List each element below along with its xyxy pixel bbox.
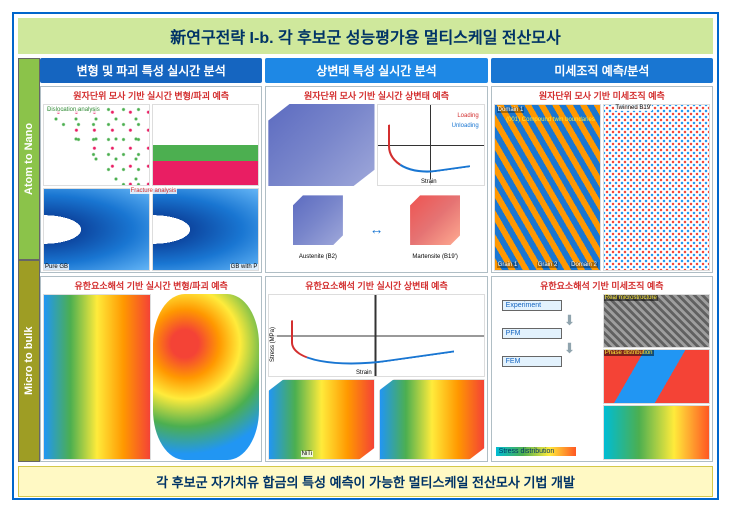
cell-atom-deform: 원자단위 모사 기반 실시간 변형/파괴 예측 Dislocation anal… <box>40 86 262 273</box>
col-head-3: 미세조직 예측/분석 <box>491 58 713 83</box>
martensite-cube <box>410 195 460 245</box>
col-head-2: 상변태 특성 실시간 분석 <box>265 58 487 83</box>
fem-curve: Strain Stress (MPa) <box>268 294 484 377</box>
col-deformation: 변형 및 파괴 특성 실시간 분석 원자단위 모사 기반 실시간 변형/파괴 예… <box>40 58 262 462</box>
twin-boundary-label: (001) Compound twin boundaries <box>505 117 596 123</box>
domain2-label: Domain 2 <box>570 262 598 268</box>
atomic-lattice-viz: Twinned B19' <box>603 104 710 271</box>
phase-dist-label: Phase distribution <box>604 350 654 356</box>
stress-distribution <box>603 405 710 460</box>
y-axis: Stress (MPa) <box>269 327 277 362</box>
page-title: 新연구전략 I-b. 각 후보군 성능평가용 멀티스케일 전산모사 <box>18 18 713 54</box>
row-label-atom-nano: Atom to Nano <box>18 58 40 260</box>
cell-atom-micro: 원자단위 모사 기반 미세조직 예측 Domain 1 Grain 1 Grai… <box>491 86 713 273</box>
cell-title: 원자단위 모사 기반 실시간 상변태 예측 <box>268 89 484 102</box>
col-head-1: 변형 및 파괴 특성 실시간 분석 <box>40 58 262 83</box>
col-microstructure: 미세조직 예측/분석 원자단위 모사 기반 미세조직 예측 Domain 1 G… <box>491 58 713 462</box>
domain1-label: Domain 1 <box>497 107 525 113</box>
content-grid: Atom to Nano Micro to bulk 변형 및 파괴 특성 실시… <box>18 58 713 462</box>
unloading-label: Unloading <box>451 123 480 129</box>
arrow-down-icon: ⬇ <box>564 340 576 357</box>
grain2-label: Grain 2 <box>537 262 559 268</box>
twin-boundary-viz: Domain 1 Grain 1 Grain 2 Domain 2 (001) … <box>494 104 601 271</box>
real-micro-label: Real microstructure <box>604 295 658 301</box>
fea-contour-1 <box>43 294 151 461</box>
austenite-cube <box>293 195 343 245</box>
fem-box: FEM <box>502 356 562 367</box>
footer-text: 각 후보군 자가치유 합금의 특성 예측이 가능한 멀티스케일 전산모사 기법 … <box>18 466 713 497</box>
fracture-right: GB with P <box>152 188 259 270</box>
fracture-left: Pure GB <box>43 188 150 270</box>
x-axis: Strain <box>355 370 373 376</box>
fracture-label: Fracture analysis <box>130 188 178 194</box>
dislocation-histogram <box>152 104 259 186</box>
cell-atom-phase: 원자단위 모사 기반 실시간 상변태 예측 Loading Unloading … <box>265 86 487 273</box>
columns: 변형 및 파괴 특성 실시간 분석 원자단위 모사 기반 실시간 변형/파괴 예… <box>40 58 713 462</box>
pure-gb-label: Pure GB <box>44 264 69 270</box>
grain1-label: Grain 1 <box>497 262 519 268</box>
dislocation-label: Dislocation analysis <box>46 107 101 113</box>
fem-cube-2 <box>379 379 485 460</box>
pfm-box: PFM <box>502 328 562 339</box>
martensite-label: Martensite (B19') <box>411 254 459 260</box>
twinned-label: Twinned B19' <box>614 105 652 111</box>
dislocation-plot: Dislocation analysis <box>43 104 150 186</box>
cell-title: 원자단위 모사 기반 미세조직 예측 <box>494 89 710 102</box>
stress-strain-curve: Loading Unloading Strain <box>377 104 485 186</box>
main-frame: 新연구전략 I-b. 각 후보군 성능평가용 멀티스케일 전산모사 Atom t… <box>12 12 719 500</box>
cell-title: 유한요소해석 기반 실시간 상변태 예측 <box>268 279 484 292</box>
cell-title: 유한요소해석 기반 실시간 변형/파괴 예측 <box>43 279 259 292</box>
niti-label: NiTi <box>301 451 313 457</box>
bidir-arrow-icon: ↔ <box>370 221 384 237</box>
fea-shape <box>153 294 259 461</box>
cell-micro-micro: 유한요소해석 기반 미세조직 예측 Experiment PFM FEM ⬇ ⬇… <box>491 276 713 463</box>
austenite-label: Austenite (B2) <box>298 254 338 260</box>
stress-dist-box: Stress distribution <box>496 447 576 456</box>
real-microstructure: Real microstructure <box>603 294 710 349</box>
phase-distribution: Phase distribution <box>603 349 710 404</box>
cell-title: 유한요소해석 기반 미세조직 예측 <box>494 279 710 292</box>
arrow-down-icon: ⬇ <box>564 312 576 329</box>
row-labels: Atom to Nano Micro to bulk <box>18 58 40 462</box>
b2-cube <box>268 104 374 186</box>
fem-cube-1: NiTi <box>268 379 374 460</box>
experiment-box: Experiment <box>502 300 562 311</box>
loading-label: Loading <box>456 113 479 119</box>
cell-title: 원자단위 모사 기반 실시간 변형/파괴 예측 <box>43 89 259 102</box>
col-phase: 상변태 특성 실시간 분석 원자단위 모사 기반 실시간 상변태 예측 Load… <box>265 58 487 462</box>
x-axis: Strain <box>420 179 438 185</box>
cell-micro-deform: 유한요소해석 기반 실시간 변형/파괴 예측 <box>40 276 262 463</box>
cell-micro-phase: 유한요소해석 기반 실시간 상변태 예측 Strain Stress (MPa)… <box>265 276 487 463</box>
row-label-micro-bulk: Micro to bulk <box>18 260 40 462</box>
gb-p-label: GB with P <box>230 264 259 270</box>
